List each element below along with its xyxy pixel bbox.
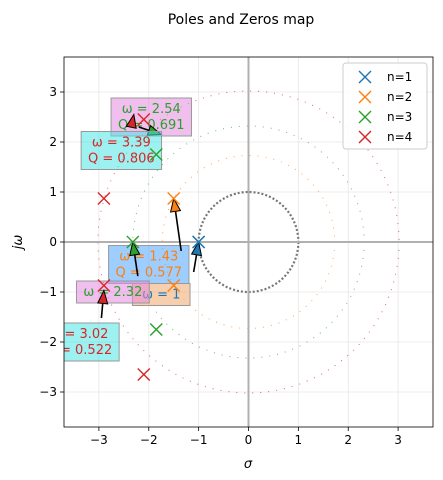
legend-item: n=2 <box>358 90 412 104</box>
pole-marker <box>167 192 181 205</box>
annotation: ω = 3.02Q = 0.522 <box>46 289 120 362</box>
annotation-arrow-head <box>190 240 203 257</box>
legend-marker <box>358 110 372 124</box>
annotation-arrow-shaft <box>138 126 150 132</box>
annotation-text: ω = 2.32 <box>83 285 142 300</box>
annotation-text: ω = 3.02 <box>49 327 108 342</box>
x-tick-label: −3 <box>90 433 108 447</box>
pole-marker-stroke <box>97 192 111 205</box>
annotation: ω = 2.32 <box>75 240 150 304</box>
annotation-text: ω = 3.39 <box>92 136 151 151</box>
legend-label: n=1 <box>387 70 412 84</box>
pole-marker <box>97 192 111 205</box>
annotation: ω = 3.39Q = 0.806 <box>80 113 163 170</box>
annotation-arrow-shaft <box>100 303 104 319</box>
pole-marker <box>167 279 181 292</box>
legend-item: n=3 <box>358 110 412 124</box>
annotation-text: Q = 0.522 <box>46 343 113 358</box>
legend-label: n=4 <box>387 130 412 144</box>
y-tick-label: −3 <box>39 385 57 399</box>
x-tick-label: 1 <box>295 433 303 447</box>
y-tick-label: −2 <box>39 335 57 349</box>
legend-box <box>342 62 428 150</box>
legend-label: n=3 <box>387 110 412 124</box>
annotation-text: ω = 2.54 <box>122 102 181 117</box>
pole-marker <box>149 323 163 336</box>
y-tick-label: 1 <box>49 185 57 199</box>
legend-marker <box>358 130 372 144</box>
pole-marker-stroke <box>97 279 111 292</box>
x-tick-label: −1 <box>190 433 208 447</box>
pole-marker <box>97 279 111 292</box>
annotation-box <box>108 245 190 284</box>
pole-marker <box>126 235 140 249</box>
pole-marker <box>137 113 151 126</box>
pole-marker-stroke <box>167 192 181 205</box>
annotation-box <box>64 322 120 362</box>
annotation-arrow-shaft <box>174 211 182 252</box>
annotation-text: ω = 1.43 <box>119 250 178 265</box>
annotation-arrow-head <box>169 197 182 213</box>
x-tick-label: 3 <box>394 433 402 447</box>
annotation-box <box>80 131 163 170</box>
chart-title: Poles and Zeros map <box>168 12 315 28</box>
pole-marker <box>149 148 163 161</box>
pole-marker-stroke <box>137 368 151 381</box>
legend-label: n=2 <box>387 90 412 104</box>
annotation: ω = 1.43Q = 0.577 <box>108 197 190 284</box>
annotation-arrow-shaft <box>133 254 139 277</box>
pole-marker-stroke <box>137 113 151 126</box>
x-tick-label: −2 <box>140 433 158 447</box>
y-tick-label: −1 <box>39 285 57 299</box>
annotation: ω = 2.54Q = 0.691 <box>110 97 192 137</box>
annotation-arrow-head <box>129 240 141 257</box>
annotation-arrow-head <box>125 113 137 129</box>
annotation-text: Q = 0.806 <box>88 152 155 167</box>
legend: n=1 n=2 n=3 n=4 <box>342 62 428 150</box>
legend-item: n=1 <box>358 70 412 84</box>
pole-marker <box>192 235 206 249</box>
pole-marker-stroke <box>167 279 181 292</box>
annotation-box <box>75 280 150 304</box>
y-axis-label: jω <box>11 235 26 252</box>
y-tick-label: 0 <box>49 235 57 249</box>
pole-marker-stroke <box>149 323 163 336</box>
pole-marker-stroke <box>149 148 163 161</box>
y-tick-label: 2 <box>49 135 57 149</box>
x-tick-label: 2 <box>344 433 352 447</box>
x-axis-label: σ <box>244 457 253 472</box>
annotation-text: Q = 0.577 <box>115 266 182 281</box>
annotation-text: ω = 1 <box>142 288 180 303</box>
annotation-arrow-head <box>96 289 109 305</box>
pole-marker-stroke <box>192 235 206 249</box>
legend-marker <box>358 90 372 104</box>
pole-marker <box>137 368 151 381</box>
legend-marker <box>358 70 372 84</box>
x-tick-label: 0 <box>245 433 253 447</box>
pole-marker-stroke <box>126 235 140 249</box>
legend-item: n=4 <box>358 130 412 144</box>
annotation-arrow-shaft <box>192 254 198 273</box>
y-tick-label: 3 <box>49 85 57 99</box>
